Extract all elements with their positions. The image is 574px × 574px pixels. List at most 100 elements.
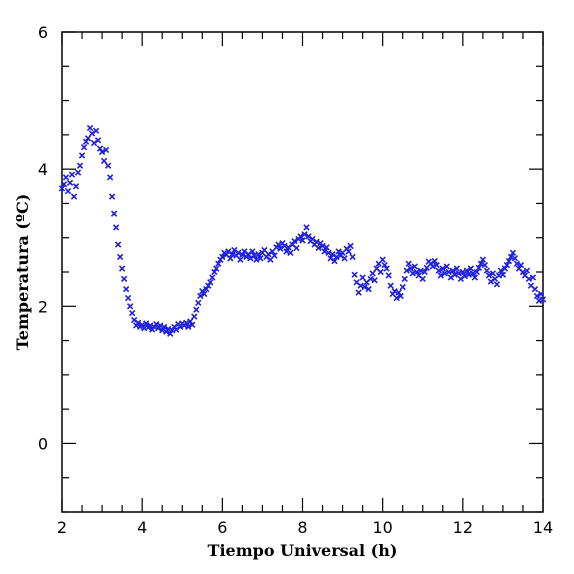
- data-point: [104, 162, 112, 169]
- y-axis-label: Temperatura (ºC): [13, 194, 32, 351]
- data-point: [429, 263, 436, 270]
- data-point: [68, 171, 76, 178]
- data-point: [197, 292, 204, 300]
- data-point: [323, 244, 330, 251]
- data-point: [185, 323, 192, 331]
- data-points: [58, 124, 547, 337]
- data-point: [505, 257, 513, 265]
- data-point: [355, 289, 362, 296]
- data-point: [393, 294, 400, 302]
- x-tick-label: 6: [217, 518, 227, 537]
- data-point: [321, 248, 328, 255]
- data-point: [409, 270, 416, 277]
- data-point: [331, 257, 338, 265]
- data-point: [431, 257, 438, 265]
- data-point: [134, 319, 142, 326]
- y-tick-labels: 0 2 4 6: [38, 23, 48, 453]
- data-point: [64, 187, 72, 195]
- data-point: [193, 306, 200, 313]
- data-point: [347, 242, 354, 250]
- data-point: [391, 288, 398, 295]
- data-point: [183, 319, 190, 326]
- data-point: [241, 248, 248, 255]
- y-tick-label: 2: [38, 297, 48, 316]
- data-point: [497, 267, 505, 274]
- data-point: [118, 265, 126, 272]
- data-point: [473, 268, 481, 276]
- data-point: [66, 179, 74, 187]
- data-point: [519, 268, 527, 276]
- data-point: [315, 244, 322, 252]
- data-point: [385, 272, 392, 279]
- data-point: [513, 260, 521, 267]
- x-tick-label: 14: [533, 518, 553, 537]
- data-point: [395, 289, 402, 296]
- data-point: [211, 268, 218, 276]
- data-point: [229, 251, 236, 258]
- data-point: [209, 274, 216, 281]
- data-point: [102, 146, 110, 154]
- data-point: [108, 193, 116, 200]
- x-tick-label: 10: [372, 518, 392, 537]
- data-point: [469, 270, 477, 277]
- data-point: [487, 278, 495, 285]
- data-point: [481, 261, 489, 269]
- data-point: [507, 253, 515, 261]
- data-point: [387, 282, 394, 289]
- data-point: [327, 255, 334, 262]
- data-point: [435, 267, 442, 274]
- data-point: [411, 263, 418, 270]
- data-point: [455, 270, 462, 277]
- data-point: [351, 271, 358, 278]
- data-point: [74, 169, 82, 176]
- data-point: [299, 237, 306, 244]
- data-point: [177, 323, 184, 331]
- data-point: [477, 260, 485, 267]
- data-point: [96, 145, 104, 152]
- data-point: [371, 277, 378, 284]
- data-point: [253, 256, 260, 263]
- data-point: [112, 224, 120, 231]
- data-point: [413, 268, 420, 276]
- data-point: [537, 290, 545, 298]
- data-point: [453, 265, 460, 272]
- data-point: [535, 297, 543, 304]
- data-point: [361, 283, 368, 291]
- data-point: [62, 174, 70, 181]
- data-point: [501, 265, 509, 272]
- data-point: [201, 290, 208, 298]
- data-point: [251, 252, 258, 259]
- data-point: [265, 251, 272, 258]
- x-tick-label: 4: [137, 518, 147, 537]
- data-point: [213, 265, 220, 272]
- data-point: [110, 210, 118, 217]
- y-tick-label: 0: [38, 434, 48, 453]
- data-point: [383, 265, 390, 272]
- data-point: [285, 244, 292, 251]
- y-tick-label: 6: [38, 23, 48, 42]
- data-point: [367, 275, 374, 283]
- data-point: [116, 253, 124, 261]
- data-point: [92, 127, 100, 134]
- data-point: [493, 281, 501, 288]
- data-point: [98, 148, 106, 156]
- data-point: [147, 322, 154, 329]
- data-point: [305, 233, 312, 240]
- data-point: [335, 248, 342, 255]
- data-point: [533, 292, 541, 300]
- data-point: [88, 130, 96, 137]
- data-point: [529, 274, 537, 281]
- data-point: [381, 261, 388, 269]
- data-point: [78, 152, 86, 159]
- data-point: [325, 249, 332, 256]
- data-point: [457, 275, 464, 283]
- data-point: [271, 252, 278, 259]
- data-point: [303, 224, 310, 231]
- data-point: [403, 267, 410, 274]
- data-point: [58, 185, 66, 192]
- data-point: [357, 282, 364, 289]
- data-point: [465, 271, 473, 278]
- data-point: [281, 242, 288, 250]
- data-point: [215, 260, 222, 267]
- data-point: [451, 271, 458, 278]
